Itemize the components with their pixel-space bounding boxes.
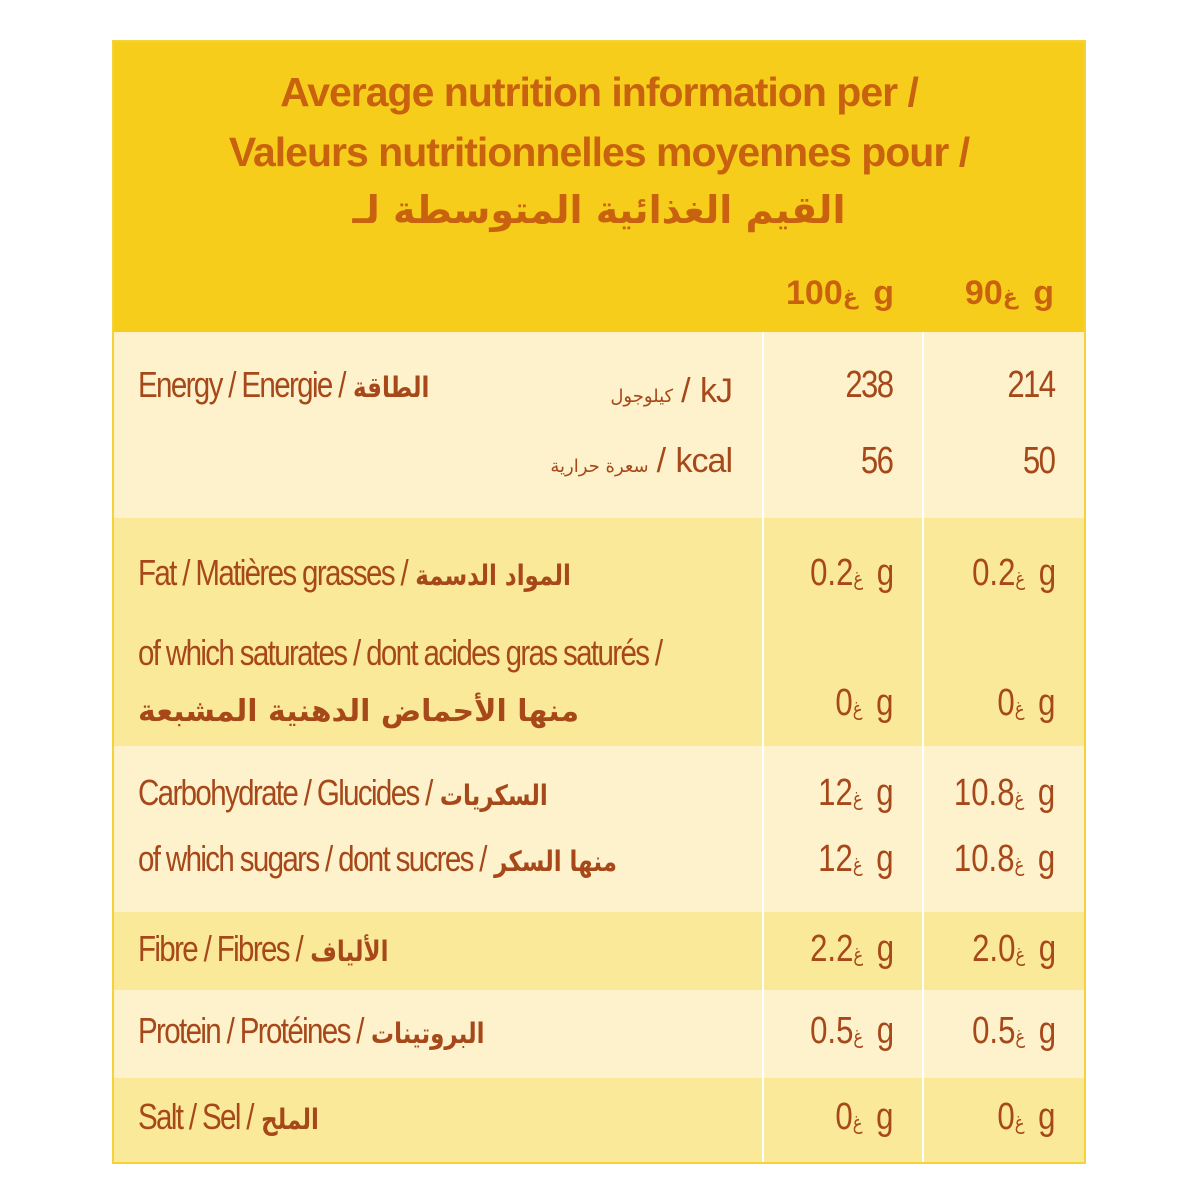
fibre-100g-value: 2.2 g	[809, 928, 894, 970]
saturates-label: of which saturates / dont acides gras sa…	[138, 632, 663, 673]
energy-kj-unit: كيلوجول / kJ	[610, 372, 733, 411]
column-header-100g-value: 100 g	[786, 274, 894, 312]
salt-90g: غ0 g	[997, 1096, 1056, 1139]
row-band-carbohydrate	[114, 746, 1084, 912]
fibre-label-text: Fibre / Fibres /	[138, 928, 304, 969]
saturates-100g: غ0 g	[835, 682, 894, 725]
sugars-100g-value: 12 g	[818, 838, 893, 880]
fat-90g-value: 0.2 g	[971, 552, 1056, 594]
saturates-label-ar: منها الأحماض الدهنية المشبعة	[138, 694, 580, 729]
energy-kj-unit-text: / kJ	[681, 372, 733, 410]
carbohydrate-label-text: Carbohydrate / Glucides /	[138, 772, 433, 813]
energy-kj-unit-ar: كيلوجول	[610, 386, 674, 407]
sugars-label-ar: منها السكر	[494, 845, 617, 878]
nutrition-panel: Average nutrition information per / Vale…	[112, 40, 1086, 1164]
energy-kcal-unit: سعرة حرارية / kcal	[550, 442, 733, 481]
title-arabic: القيم الغذائية المتوسطة لـ	[352, 188, 847, 232]
column-divider-1	[762, 332, 764, 1162]
saturates-90g-value: 0 g	[997, 682, 1056, 724]
salt-100g-ar: غ	[852, 1110, 863, 1134]
carbohydrate-label-ar: السكريات	[439, 779, 548, 812]
column-header-90g-value: 90 g	[964, 274, 1054, 312]
protein-label-text: Protein / Protéines /	[138, 1010, 364, 1051]
fat-90g: غ0.2 g	[971, 552, 1056, 595]
carbohydrate-100g: غ12 g	[818, 772, 893, 815]
sugars-90g-value: 10.8 g	[954, 838, 1055, 880]
fat-100g: غ0.2 g	[809, 552, 894, 595]
salt-label-text: Salt / Sel /	[138, 1096, 255, 1137]
column-header-90g-ar: غ	[1002, 285, 1018, 310]
title-french: Valeurs nutritionnelles moyennes pour /	[228, 129, 970, 175]
carbohydrate-90g-value: 10.8 g	[954, 772, 1055, 814]
fat-label-text: Fat / Matières grasses /	[138, 552, 409, 593]
saturates-100g-value: 0 g	[835, 682, 894, 724]
energy-kcal-100g: 56	[860, 440, 894, 482]
fibre-label-ar: الألياف	[310, 935, 389, 968]
protein-label: Protein / Protéines / البروتينات	[138, 1010, 485, 1052]
protein-90g-value: 0.5 g	[971, 1010, 1056, 1052]
fibre-label: Fibre / Fibres / الألياف	[138, 928, 389, 970]
sugars-label: of which sugars / dont sucres / منها السك…	[138, 838, 617, 880]
energy-kcal-unit-text: / kcal	[656, 442, 733, 480]
saturates-90g-ar: غ	[1014, 696, 1025, 720]
column-header-100g-ar: غ	[842, 285, 858, 310]
saturates-90g: غ0 g	[997, 682, 1056, 725]
energy-label: Energy / Energie / الطاقة	[138, 364, 429, 406]
protein-90g-ar: غ	[1014, 1024, 1025, 1048]
salt-100g-value: 0 g	[835, 1096, 894, 1138]
protein-100g: غ0.5 g	[809, 1010, 894, 1053]
fibre-100g: غ2.2 g	[809, 928, 894, 971]
protein-label-ar: البروتينات	[371, 1017, 485, 1050]
fat-100g-value: 0.2 g	[809, 552, 894, 594]
title-english: Average nutrition information per /	[280, 69, 919, 115]
sugars-label-text: of which sugars / dont sucres /	[138, 838, 488, 879]
protein-100g-ar: غ	[852, 1024, 863, 1048]
saturates-100g-ar: غ	[852, 696, 863, 720]
fat-label: Fat / Matières grasses / المواد الدسمة	[138, 552, 571, 594]
salt-90g-ar: غ	[1014, 1110, 1025, 1134]
fibre-90g-value: 2.0 g	[971, 928, 1056, 970]
energy-kcal-90g: 50	[1022, 440, 1056, 482]
carbohydrate-100g-value: 12 g	[818, 772, 893, 814]
sugars-90g-ar: غ	[1014, 852, 1025, 876]
salt-label-ar: الملح	[261, 1103, 319, 1136]
energy-kj-100g: 238	[844, 364, 894, 406]
fat-100g-ar: غ	[852, 566, 863, 590]
fibre-90g: غ2.0 g	[971, 928, 1056, 971]
fat-label-ar: المواد الدسمة	[415, 559, 571, 592]
fibre-100g-ar: غ	[852, 942, 863, 966]
carbohydrate-100g-ar: غ	[852, 786, 863, 810]
salt-90g-value: 0 g	[997, 1096, 1056, 1138]
energy-kj-90g: 214	[1006, 364, 1056, 406]
energy-label-text: Energy / Energie /	[138, 364, 346, 405]
sugars-90g: غ10.8 g	[954, 838, 1055, 881]
sugars-100g-ar: غ	[852, 852, 863, 876]
protein-100g-value: 0.5 g	[809, 1010, 894, 1052]
sugars-100g: غ12 g	[818, 838, 893, 881]
protein-90g: غ0.5 g	[971, 1010, 1056, 1053]
column-divider-2	[922, 332, 924, 1162]
header-band	[114, 42, 1084, 332]
carbohydrate-90g: غ10.8 g	[954, 772, 1055, 815]
fibre-90g-ar: غ	[1014, 942, 1025, 966]
energy-label-ar: الطاقة	[352, 371, 430, 404]
carbohydrate-label: Carbohydrate / Glucides / السكريات	[138, 772, 548, 814]
row-band-energy	[114, 332, 1084, 518]
energy-kcal-unit-ar: سعرة حرارية	[550, 456, 649, 477]
fat-90g-ar: غ	[1014, 566, 1025, 590]
column-header-100g: غ100 g	[786, 274, 894, 313]
column-header-90g: غ90 g	[965, 274, 1054, 313]
salt-100g: غ0 g	[835, 1096, 894, 1139]
carbohydrate-90g-ar: غ	[1014, 786, 1025, 810]
salt-label: Salt / Sel / الملح	[138, 1096, 319, 1138]
